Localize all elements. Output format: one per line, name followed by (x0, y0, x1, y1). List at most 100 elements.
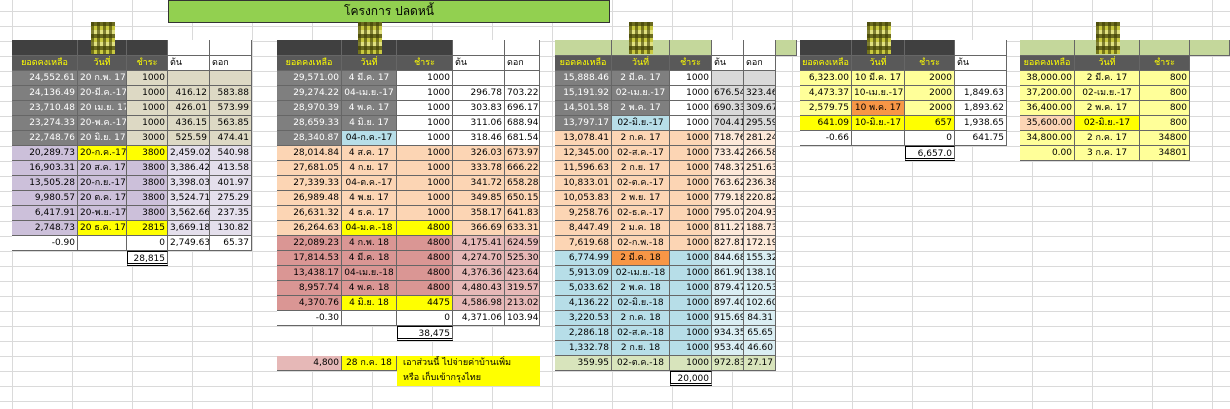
cell: 2 มี.ค. 17 (1075, 71, 1140, 86)
cell: 333.78 (453, 161, 505, 176)
cell: 2 ก.ค. 17 (612, 131, 670, 146)
cell: 1000 (670, 341, 712, 356)
cell: 20 ส.ค. 17 (78, 161, 127, 176)
cell: 3800 (127, 146, 168, 161)
column-header: ชำระ (905, 56, 955, 71)
cell: 275.29 (210, 191, 252, 206)
cell (168, 71, 210, 86)
cell: 20 ต.ค. 17 (78, 191, 127, 206)
cell: 28,014.84 (277, 146, 342, 161)
cell: 3,524.71 (168, 191, 210, 206)
total: 6,657.0 (905, 146, 955, 161)
cell: 311.06 (453, 116, 505, 131)
cell: 1000 (397, 191, 453, 206)
cell: -0.30 (277, 311, 342, 326)
cell: 20 ก.พ. 17 (78, 71, 127, 86)
column-header: ชำระ (1140, 56, 1190, 71)
cell: 4 พ.ค. 18 (342, 281, 397, 296)
header-band (1020, 40, 1075, 56)
cell: 3,562.66 (168, 206, 210, 221)
cell: 1000 (397, 116, 453, 131)
cell (505, 71, 540, 86)
cell: 319.57 (505, 281, 540, 296)
cell: 1000 (670, 266, 712, 281)
cell: 36,400.00 (1020, 101, 1075, 116)
cell: 15,888.46 (555, 71, 612, 86)
cell: 02-ต.ค.-18 (612, 356, 670, 371)
cell: 02-เม.ย.-17 (1075, 86, 1140, 101)
cell: 1000 (397, 86, 453, 101)
header-band (1190, 40, 1230, 56)
column-header: วันที่ (1075, 56, 1140, 71)
cell: 413.58 (210, 161, 252, 176)
column-header: ชำระ (397, 56, 453, 71)
cell: 3000 (127, 131, 168, 146)
cell: 633.31 (505, 221, 540, 236)
cell: 20-ก.ย.-17 (78, 176, 127, 191)
cell: 1,849.63 (955, 86, 1007, 101)
cell: 1000 (127, 101, 168, 116)
cell: 37,200.00 (1020, 86, 1075, 101)
cell: 795.07 (712, 206, 744, 221)
cell: 972.83 (712, 356, 744, 371)
cell: 641.09 (800, 116, 852, 131)
cell: 2,459.02 (168, 146, 210, 161)
cell: 13,797.17 (555, 116, 612, 131)
cell: 10-มิ.ย.-17 (852, 116, 905, 131)
cell: 28,340.87 (277, 131, 342, 146)
cell: 27,339.33 (277, 176, 342, 191)
cell: 0 (127, 236, 168, 251)
cell: 401.97 (210, 176, 252, 191)
column-header: วันที่ (78, 56, 127, 71)
cell (78, 236, 127, 251)
cell: 12,345.00 (555, 146, 612, 161)
column-header: ดอก (744, 56, 776, 71)
cell: 02-เม.ย.-17 (612, 86, 670, 101)
cell: 4 มิ.ย. 18 (342, 296, 397, 311)
cell: 800 (1140, 101, 1190, 116)
cell: 237.35 (210, 206, 252, 221)
column-header: ยอดคงเหลือ (12, 56, 78, 71)
cell: 10,053.83 (555, 191, 612, 206)
cell: 800 (1140, 71, 1190, 86)
cell: 84.31 (744, 311, 776, 326)
note: เอาส่วนนี้ ไปจ่ายค่าบ้านเพิ่ม (397, 356, 540, 371)
header-band (744, 40, 776, 56)
cell: 688.94 (505, 116, 540, 131)
header-band (397, 40, 453, 56)
cell: 27,681.05 (277, 161, 342, 176)
cell: 1,938.65 (955, 116, 1007, 131)
column-header: ต้น (955, 56, 1007, 71)
cell: 1000 (670, 116, 712, 131)
cell: 10-เม.ย.-17 (852, 86, 905, 101)
cell: 11,596.63 (555, 161, 612, 176)
cell: 138.10 (744, 266, 776, 281)
cell: 1,332.78 (555, 341, 612, 356)
cell: 1000 (397, 206, 453, 221)
cell: 8,447.49 (555, 221, 612, 236)
cell: 15,191.92 (555, 86, 612, 101)
cell: 2000 (905, 86, 955, 101)
cell: 1000 (670, 101, 712, 116)
cell: 915.69 (712, 311, 744, 326)
cell: 24,136.49 (12, 86, 78, 101)
cell: 4 มี.ค. 18 (342, 251, 397, 266)
cell: 23,710.48 (12, 101, 78, 116)
column-header: ต้น (453, 56, 505, 71)
cell: 35,600.00 (1020, 116, 1075, 131)
cell: 4 ส.ค. 17 (342, 146, 397, 161)
cell: 4800 (397, 266, 453, 281)
cell: 658.28 (505, 176, 540, 191)
total: 20,000 (670, 371, 712, 386)
cell: 4800 (397, 221, 453, 236)
cell: 24,552.61 (12, 71, 78, 86)
cell: 4,586.98 (453, 296, 505, 311)
header-band (955, 40, 1007, 56)
cell: 696.17 (505, 101, 540, 116)
column-header: วันที่ (342, 56, 397, 71)
cell: 29,571.00 (277, 71, 342, 86)
header-band (905, 40, 955, 56)
cell: 953.40 (712, 341, 744, 356)
cell: 20 เม.ย. 17 (78, 101, 127, 116)
